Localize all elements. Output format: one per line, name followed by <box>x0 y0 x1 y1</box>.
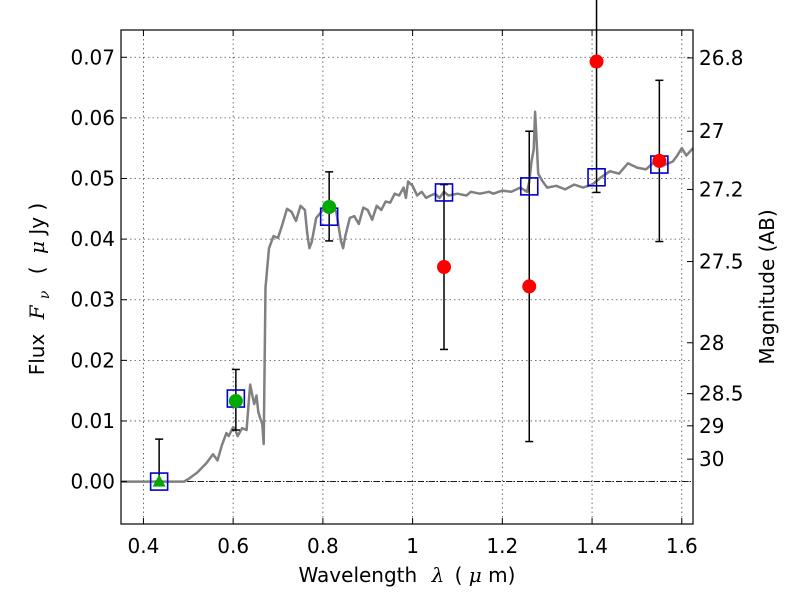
y-axis-label-symbol-sub: ν <box>37 290 53 299</box>
model-points-layer <box>149 155 669 491</box>
x-axis-label-unit-mu: μ <box>469 563 482 587</box>
y-axis-label: Flux F ν ( μ Jy ) <box>25 203 54 376</box>
template-spectrum-line <box>121 110 694 483</box>
y2-axis-label: Magnitude (AB) <box>755 209 779 364</box>
y-axis-label-unit-rest: Jy ) <box>25 203 49 237</box>
observed-upper-limit-triangle <box>152 474 166 487</box>
observed-point-marker <box>228 393 243 408</box>
y2-tick-label: 27.5 <box>699 250 744 274</box>
plot-frame <box>120 29 694 525</box>
y-axis-label-prefix: Flux <box>25 334 49 376</box>
y-tick-label: 0.02 <box>70 348 115 372</box>
y2-tick-label: 28 <box>699 331 724 355</box>
y-tick-label: 0.07 <box>70 45 115 69</box>
model-square-marker <box>434 183 454 202</box>
x-tick-label: 1 <box>406 534 419 558</box>
x-axis-label-unit-open: ( <box>455 563 463 587</box>
x-axis-label-symbol: λ <box>431 563 445 587</box>
y-tick-label: 0.04 <box>70 227 115 251</box>
model-square-marker <box>149 472 169 491</box>
observed-point-marker <box>589 54 604 69</box>
x-tick-label: 1.2 <box>486 534 518 558</box>
errorbar-layer <box>155 0 664 483</box>
y2-tick-label: 27 <box>699 119 724 143</box>
model-square-marker <box>519 177 539 196</box>
y2-tick-label: 27.2 <box>699 177 744 201</box>
x-tick-label: 0.4 <box>128 534 160 558</box>
y-tick-label: 0.01 <box>70 409 115 433</box>
observed-point-marker <box>652 153 667 168</box>
x-tick-label: 0.8 <box>307 534 339 558</box>
y-tick-label: 0.03 <box>70 288 115 312</box>
y-axis-label-unit-open: ( <box>25 266 49 274</box>
template-spectrum-layer <box>121 110 694 483</box>
x-tick-label: 0.6 <box>217 534 249 558</box>
observed-point-marker <box>522 279 537 294</box>
tick-layer: 0.4 0.6 0.8 1 1.2 1.4 1.6 0.00 0.01 0.02 0.03 0.04 0… <box>70 30 744 558</box>
observed-point-marker <box>322 199 337 214</box>
y2-tick-label: 29 <box>699 414 724 438</box>
x-tick-label: 1.6 <box>666 534 698 558</box>
observed-points-layer <box>152 54 667 487</box>
x-axis-label: Wavelength λ ( μ m) <box>299 563 516 587</box>
y-tick-label: 0.06 <box>70 106 115 130</box>
x-axis-label-unit-rest: m) <box>488 563 515 587</box>
observed-point-marker <box>437 259 452 274</box>
grid-layer <box>121 30 693 524</box>
y2-tick-label: 26.8 <box>699 46 744 70</box>
x-axis-label-prefix: Wavelength <box>299 563 418 587</box>
y2-tick-label: 30 <box>699 447 724 471</box>
y-axis-label-unit-mu: μ <box>25 241 49 254</box>
model-square-marker <box>587 167 606 187</box>
x-tick-label: 1.4 <box>576 534 608 558</box>
y-tick-label: 0.00 <box>70 470 115 494</box>
y2-tick-label: 28.5 <box>699 382 744 406</box>
y-tick-label: 0.05 <box>70 167 115 191</box>
y-axis-label-symbol: F <box>25 304 49 320</box>
